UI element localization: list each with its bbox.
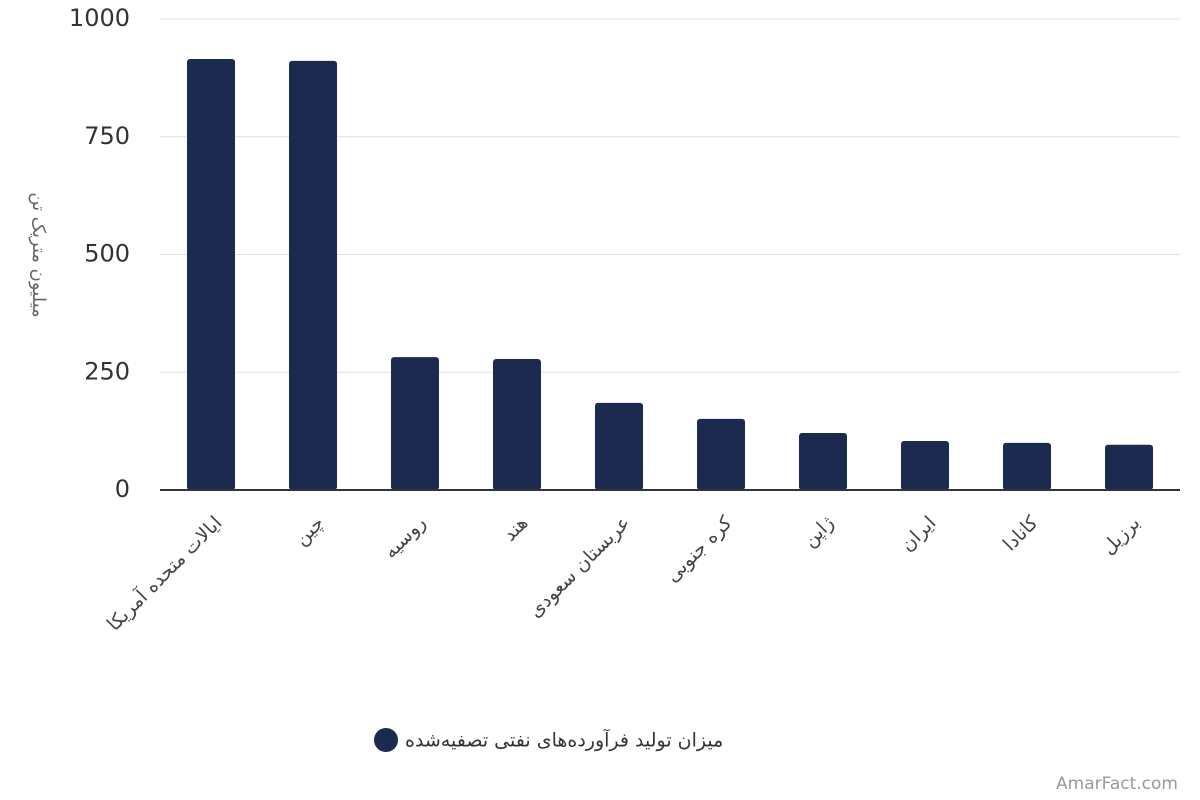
bar bbox=[799, 433, 847, 490]
bar bbox=[901, 441, 949, 490]
x-tick-label: ژاپن bbox=[799, 512, 839, 552]
bar bbox=[697, 418, 745, 490]
y-tick-label: 500 bbox=[84, 240, 130, 268]
y-axis-label: میلیون متریک تن bbox=[28, 192, 49, 317]
y-tick-label: 250 bbox=[84, 357, 130, 385]
bar bbox=[493, 359, 541, 490]
y-tick-label: 750 bbox=[84, 122, 130, 150]
bar bbox=[289, 60, 337, 490]
y-tick-label: 1000 bbox=[69, 4, 130, 32]
watermark: AmarFact.com bbox=[1056, 774, 1178, 794]
legend-label: میزان تولید فرآورده‌های نفتی تصفیه‌شده bbox=[405, 728, 723, 752]
bar bbox=[391, 357, 439, 490]
x-tick-label: کانادا bbox=[999, 511, 1043, 555]
bar bbox=[1105, 444, 1153, 490]
x-tick-label: ایالات متحده آمریکا bbox=[101, 510, 226, 635]
x-tick-label: کره جنوبی bbox=[662, 511, 738, 587]
legend-marker bbox=[374, 728, 398, 752]
x-tick-label: روسیه bbox=[379, 512, 430, 563]
x-tick-label: ایران bbox=[896, 512, 940, 556]
x-tick-label: برزیل bbox=[1097, 512, 1144, 559]
bar bbox=[1003, 442, 1051, 490]
x-tick-label: هند bbox=[499, 512, 533, 546]
x-tick-label: عربستان سعودی bbox=[524, 512, 634, 622]
bar bbox=[187, 59, 235, 490]
x-tick-label: چین bbox=[290, 512, 328, 550]
y-tick-label: 0 bbox=[115, 475, 130, 503]
bar bbox=[595, 402, 643, 490]
